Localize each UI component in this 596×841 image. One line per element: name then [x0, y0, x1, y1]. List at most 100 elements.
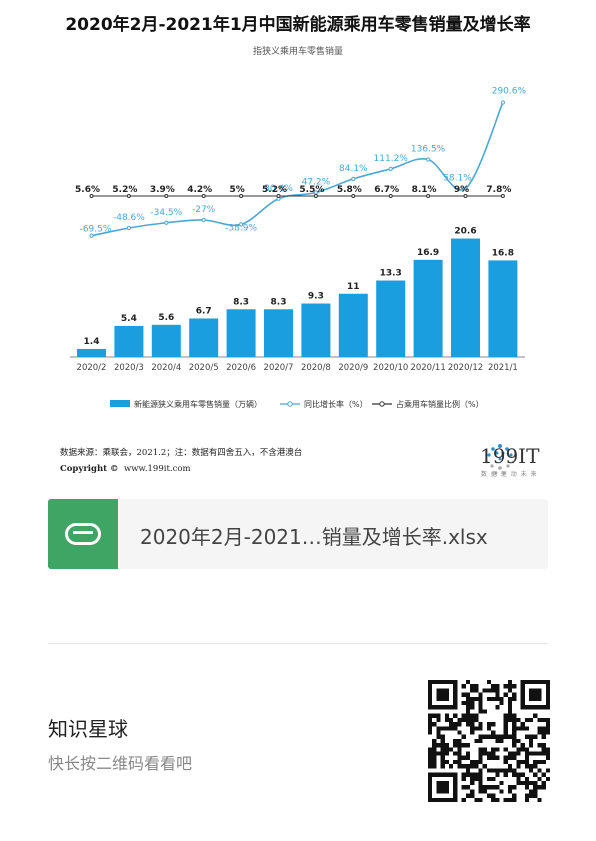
x-tick-label: 2020/2: [77, 363, 107, 373]
bar-data-label: 5.6: [158, 313, 174, 323]
legend-bar-swatch: [110, 400, 130, 407]
growth-data-label: 30.4%: [264, 184, 293, 194]
chart-title: 2020年2月-2021年1月中国新能源乘用车零售销量及增长率: [65, 15, 531, 35]
knowledge-planet-subtitle: 快长按二维码看看吧: [48, 754, 193, 773]
bar: [151, 324, 181, 357]
share-point: [126, 194, 131, 198]
knowledge-planet-title: 知识星球: [48, 717, 128, 741]
growth-point: [164, 220, 169, 225]
growth-point: [201, 217, 206, 223]
chart-subtitle: 指狭义乘用车零售销量: [252, 47, 343, 57]
growth-point: [500, 100, 505, 105]
share-point: [164, 194, 169, 198]
growth-point: [239, 222, 244, 227]
growth-data-label: -69.5%: [80, 225, 112, 235]
bar-data-label: 16.8: [492, 248, 514, 258]
growth-point: [426, 157, 431, 162]
growth-data-label: -27%: [192, 205, 216, 215]
share-data-label: 5.2%: [262, 185, 287, 195]
share-data-label: 4.2%: [187, 185, 212, 195]
growth-data-label: -48.6%: [113, 213, 145, 223]
bar: [226, 309, 256, 357]
share-data-label: 5.5%: [299, 185, 324, 195]
growth-data-label: -34.5%: [150, 208, 182, 218]
share-data-label: 9%: [454, 185, 469, 195]
share-point: [500, 194, 505, 198]
x-tick-label: 2020/9: [338, 363, 368, 373]
source-url[interactable]: www.199it.com: [124, 464, 191, 474]
legend-bar-label: 新能源狭义乘用车零售销量（万辆）: [134, 399, 262, 409]
share-point: [201, 194, 206, 198]
growth-point: [351, 176, 356, 181]
bar-data-label: 11: [347, 282, 360, 292]
x-tick-label: 2021/1: [488, 363, 518, 373]
bar: [77, 348, 106, 357]
share-point: [426, 194, 431, 198]
x-tick-label: 2020/10: [373, 363, 408, 373]
x-tick-label: 2020/6: [226, 363, 256, 373]
growth-data-label: 47.2%: [302, 178, 331, 188]
x-tick-label: 2020/3: [114, 363, 144, 373]
file-attachment-card[interactable]: 2020年2月-2021…销量及增长率.xlsx: [48, 499, 548, 569]
bar: [413, 259, 443, 357]
x-tick-label: 2020/5: [189, 363, 219, 373]
bar-data-label: 6.7: [196, 306, 212, 316]
copyright-label: Copyright ©: [60, 464, 119, 474]
x-tick-label: 2020/8: [301, 363, 331, 373]
share-data-label: 8.1%: [412, 185, 437, 195]
share-data-label: 5%: [229, 185, 244, 195]
share-point: [351, 194, 356, 198]
bar-data-label: 16.9: [417, 248, 439, 258]
brand-tagline: 数 据 驱 动 未 来: [481, 471, 538, 478]
brand-logo-icon: [485, 444, 515, 475]
growth-point: [126, 225, 131, 231]
bar-data-label: 8.3: [233, 297, 249, 307]
spreadsheet-s-icon: [48, 499, 118, 569]
x-tick-label: 2020/12: [448, 363, 483, 373]
bar: [376, 280, 406, 357]
bar: [488, 260, 518, 357]
bar-data-label: 5.4: [121, 314, 137, 324]
x-tick-label: 2020/7: [264, 363, 294, 373]
share-point: [463, 194, 468, 198]
source-note: 数据来源：乘联会，2021.2；注：数据有四舍五入，不含港澳台: [60, 448, 303, 458]
growth-data-label: 84.1%: [339, 164, 368, 174]
growth-data-label: 111.2%: [374, 154, 409, 164]
bar: [338, 293, 368, 357]
bar: [301, 303, 331, 357]
x-tick-label: 2020/4: [151, 363, 181, 373]
brand-name: 199IT: [480, 444, 540, 468]
growth-point: [89, 233, 94, 238]
share-data-label: 7.8%: [486, 185, 511, 195]
share-point: [313, 194, 318, 198]
share-data-label: 3.9%: [150, 185, 175, 195]
legend-share-label: 占乘用车销量比例（%）: [396, 399, 484, 409]
bar-data-label: 9.3: [308, 292, 324, 302]
legend-growth-marker: [287, 401, 293, 407]
bar: [451, 238, 480, 357]
share-data-label: 6.7%: [374, 185, 399, 195]
share-data-label: 5.8%: [337, 185, 362, 195]
divider: [48, 643, 548, 644]
share-point: [89, 194, 94, 198]
bar-data-label: 1.4: [84, 337, 100, 347]
share-data-label: 5.2%: [112, 185, 137, 195]
chart: 1.4 2020/2 5.4 2020/3 5.6 2020/4 6.7 2020/5 8.3 2…: [70, 86, 527, 409]
x-tick-label: 2020/11: [410, 363, 445, 373]
growth-point: [463, 186, 468, 191]
share-data-label: 5.6%: [75, 185, 100, 195]
legend-growth-label: 同比增长率（%）: [304, 399, 368, 409]
bar: [264, 309, 293, 357]
file-name: 2020年2月-2021…销量及增长率.xlsx: [140, 525, 488, 549]
qr-code-icon[interactable]: [428, 680, 550, 802]
share-point: [276, 194, 281, 198]
growth-data-label: -38.9%: [225, 223, 257, 233]
share-point: [388, 194, 393, 198]
share-point: [239, 194, 244, 198]
growth-data-label: 136.5%: [411, 144, 446, 154]
bar: [114, 325, 144, 357]
bar-data-label: 13.3: [380, 269, 402, 279]
growth-data-label: 58.1%: [443, 174, 472, 184]
bar-data-label: 20.6: [454, 227, 476, 237]
growth-data-label: 290.6%: [492, 86, 527, 96]
